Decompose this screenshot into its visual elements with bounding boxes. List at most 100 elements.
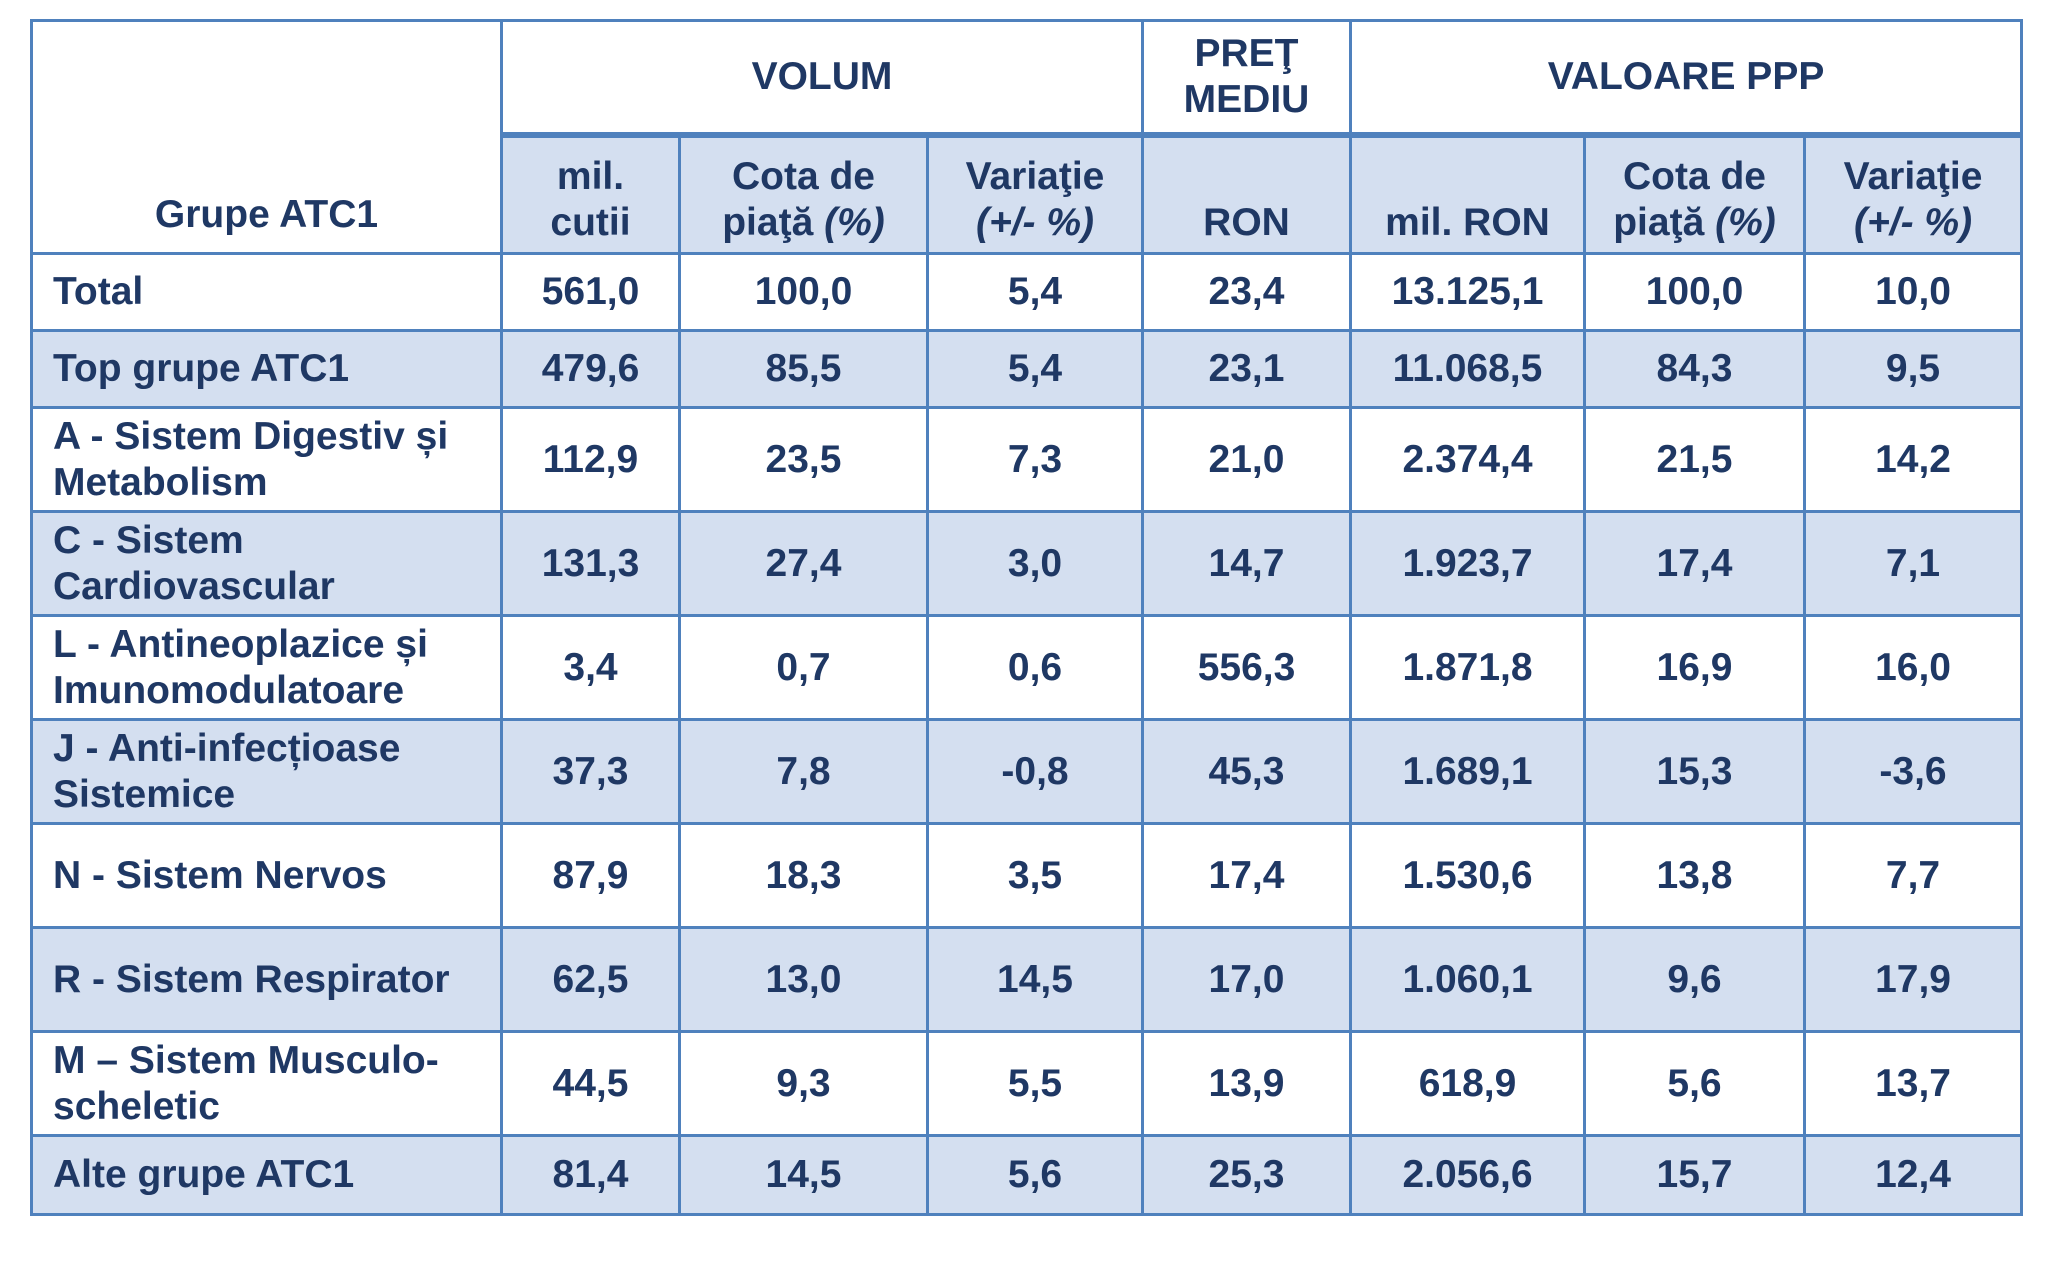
- table-cell: 81,4: [500, 1134, 681, 1216]
- table-cell: 561,0: [500, 252, 681, 332]
- table-cell: 13,8: [1583, 822, 1806, 929]
- row-label: A - Sistem Digestiv și Metabolism: [30, 406, 503, 513]
- table-cell: 17,4: [1141, 822, 1352, 929]
- atc-market-table: Grupe ATC1 VOLUM PREŢ MEDIU VALOARE PPP m…: [30, 19, 2024, 1216]
- variatie-valoare-line1: Variaţie: [1843, 155, 1983, 198]
- table-row: C - Sistem Cardiovascular 131,3 27,4 3,0 …: [30, 510, 2024, 617]
- table-cell: 15,3: [1583, 718, 1806, 825]
- table-cell: 112,9: [500, 406, 681, 513]
- row-label-line2: Imunomodulatoare: [53, 668, 405, 712]
- row-label-line2: Sistemice: [53, 772, 236, 816]
- table-cell: 23,1: [1141, 329, 1352, 409]
- row-label: Alte grupe ATC1: [30, 1134, 503, 1216]
- row-label: M – Sistem Musculo-scheletic: [30, 1030, 503, 1137]
- table-cell: 21,0: [1141, 406, 1352, 513]
- table-cell: 0,6: [926, 614, 1144, 721]
- table-cell: 3,5: [926, 822, 1144, 929]
- table-cell: 25,3: [1141, 1134, 1352, 1216]
- table-cell: 23,5: [678, 406, 929, 513]
- table-cell: 479,6: [500, 329, 681, 409]
- table-cell: 2.374,4: [1349, 406, 1586, 513]
- row-label-line1: L - Antineoplazice și: [53, 622, 428, 666]
- table-cell: 2.056,6: [1349, 1134, 1586, 1216]
- table-cell: 5,6: [926, 1134, 1144, 1216]
- variatie-valoare-header: Variaţie (+/- %): [1802, 133, 2024, 255]
- table-cell: 9,5: [1802, 329, 2024, 409]
- table-cell: 13,9: [1141, 1030, 1352, 1137]
- table-cell: -3,6: [1802, 718, 2024, 825]
- pret-line2: MEDIU: [1183, 78, 1310, 121]
- table-cell: 62,5: [500, 926, 681, 1033]
- table-cell: 87,9: [500, 822, 681, 929]
- table-cell: 14,7: [1141, 510, 1352, 617]
- cota-volum-line2b: (%): [824, 201, 885, 244]
- row-label-line1: C - Sistem: [53, 518, 244, 562]
- table-cell: 7,1: [1802, 510, 2024, 617]
- table-cell: 10,0: [1802, 252, 2024, 332]
- table-cell: 15,7: [1583, 1134, 1806, 1216]
- cota-valoare-line2a: piaţă: [1613, 201, 1716, 244]
- table-cell: 9,6: [1583, 926, 1806, 1033]
- cota-valoare-line2b: (%): [1715, 201, 1776, 244]
- table-cell: 7,3: [926, 406, 1144, 513]
- row-label: Top grupe ATC1: [30, 329, 503, 409]
- table-cell: 14,5: [678, 1134, 929, 1216]
- table-cell: 0,7: [678, 614, 929, 721]
- table-cell: 3,0: [926, 510, 1144, 617]
- table-cell: -0,8: [926, 718, 1144, 825]
- table-cell: 3,4: [500, 614, 681, 721]
- table-cell: 1.060,1: [1349, 926, 1586, 1033]
- table-row: Total 561,0 100,0 5,4 23,4 13.125,1 100,…: [30, 252, 2024, 332]
- atc-group-header: Grupe ATC1: [30, 19, 503, 255]
- row-label: Total: [30, 252, 503, 332]
- variatie-valoare-line2: (+/- %): [1853, 201, 1973, 244]
- table-cell: 27,4: [678, 510, 929, 617]
- row-label-line1: M – Sistem Musculo-: [53, 1038, 439, 1082]
- table-cell: 9,3: [678, 1030, 929, 1137]
- mil-cutii-line2: cutii: [550, 201, 631, 244]
- cota-valoare-line1: Cota de: [1622, 155, 1766, 198]
- table-cell: 5,6: [1583, 1030, 1806, 1137]
- table-row: N - Sistem Nervos 87,9 18,3 3,5 17,4 1.5…: [30, 822, 2024, 929]
- table-cell: 12,4: [1802, 1134, 2024, 1216]
- table-cell: 17,9: [1802, 926, 2024, 1033]
- table-row: A - Sistem Digestiv și Metabolism 112,9 2…: [30, 406, 2024, 513]
- row-label: C - Sistem Cardiovascular: [30, 510, 503, 617]
- table-cell: 5,5: [926, 1030, 1144, 1137]
- table-cell: 1.530,6: [1349, 822, 1586, 929]
- table-cell: 131,3: [500, 510, 681, 617]
- table-cell: 23,4: [1141, 252, 1352, 332]
- cota-valoare-header: Cota de piaţă (%): [1583, 133, 1806, 255]
- table-cell: 16,0: [1802, 614, 2024, 721]
- pret-line1: PREŢ: [1194, 32, 1299, 75]
- atc-table-container: Grupe ATC1 VOLUM PREŢ MEDIU VALOARE PPP m…: [30, 19, 2024, 1216]
- table-cell: 13,0: [678, 926, 929, 1033]
- table-cell: 7,7: [1802, 822, 2024, 929]
- row-label-line1: J - Anti-infecțioase: [53, 726, 401, 770]
- table-cell: 100,0: [678, 252, 929, 332]
- table-cell: 5,4: [926, 252, 1144, 332]
- table-cell: 45,3: [1141, 718, 1352, 825]
- table-cell: 18,3: [678, 822, 929, 929]
- table-cell: 13.125,1: [1349, 252, 1586, 332]
- valoare-ppp-header: VALOARE PPP: [1348, 19, 2024, 138]
- table-row: L - Antineoplazice și Imunomodulatoare 3,…: [30, 614, 2024, 721]
- table-cell: 44,5: [500, 1030, 681, 1137]
- pret-mediu-header: PREŢ MEDIU: [1141, 19, 1352, 138]
- row-label-line2: Cardiovascular: [53, 564, 335, 608]
- mil-cutii-header: mil. cutii: [500, 133, 681, 255]
- row-label: N - Sistem Nervos: [30, 822, 503, 929]
- table-row: J - Anti-infecțioase Sistemice 37,3 7,8 -…: [30, 718, 2024, 825]
- table-cell: 17,4: [1583, 510, 1806, 617]
- row-label-line2: Metabolism: [53, 460, 268, 504]
- table-cell: 84,3: [1583, 329, 1806, 409]
- table-cell: 5,4: [926, 329, 1144, 409]
- table-cell: 85,5: [678, 329, 929, 409]
- row-label: R - Sistem Respirator: [30, 926, 503, 1033]
- table-cell: 556,3: [1141, 614, 1352, 721]
- row-label-line2: scheletic: [53, 1084, 220, 1128]
- table-cell: 21,5: [1583, 406, 1806, 513]
- table-cell: 1.689,1: [1349, 718, 1586, 825]
- table-cell: 37,3: [500, 718, 681, 825]
- row-label: J - Anti-infecțioase Sistemice: [30, 718, 503, 825]
